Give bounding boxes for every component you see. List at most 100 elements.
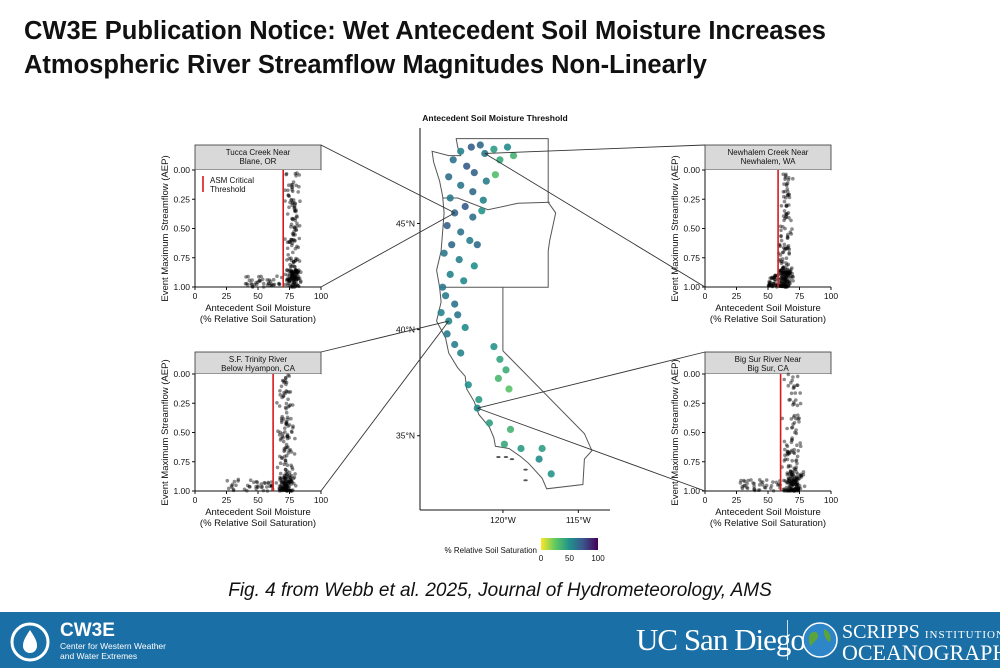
data-point xyxy=(796,488,800,493)
panel-x-tick-label: 75 xyxy=(795,495,805,505)
data-point xyxy=(764,483,769,488)
data-point xyxy=(286,451,291,455)
data-point xyxy=(787,478,791,483)
data-point xyxy=(286,188,290,193)
data-point xyxy=(779,279,784,284)
data-point xyxy=(749,478,753,482)
data-point xyxy=(286,434,290,439)
data-point xyxy=(296,276,300,281)
data-point xyxy=(782,271,786,275)
data-point xyxy=(285,268,290,272)
data-point xyxy=(289,482,293,486)
site-point xyxy=(445,173,453,181)
panel-y-tick-label: 0.50 xyxy=(683,224,700,234)
data-point xyxy=(785,268,790,272)
data-point xyxy=(290,270,294,274)
data-point xyxy=(781,272,786,277)
data-point xyxy=(247,278,252,283)
data-point xyxy=(770,283,775,288)
data-point xyxy=(790,458,794,463)
data-point xyxy=(790,487,795,491)
data-point xyxy=(789,218,793,223)
data-point xyxy=(287,240,292,244)
data-point xyxy=(788,281,792,286)
data-point xyxy=(787,451,791,456)
data-point xyxy=(284,477,289,481)
data-point xyxy=(284,172,289,176)
data-point xyxy=(287,279,292,284)
data-point xyxy=(779,234,783,238)
data-point xyxy=(277,484,282,488)
data-point xyxy=(795,383,800,388)
data-point xyxy=(284,471,289,475)
data-point xyxy=(795,383,799,388)
data-point xyxy=(778,283,782,288)
data-point xyxy=(787,271,791,276)
data-point xyxy=(790,436,794,440)
data-point xyxy=(788,279,792,283)
data-point xyxy=(294,270,299,274)
data-point xyxy=(289,222,294,227)
data-point xyxy=(256,484,260,488)
data-point xyxy=(294,275,298,279)
data-point xyxy=(287,256,292,261)
data-point xyxy=(802,484,807,489)
data-point xyxy=(283,405,288,410)
connector-line xyxy=(484,153,706,288)
data-point xyxy=(773,274,777,278)
data-point xyxy=(782,489,787,493)
data-point xyxy=(783,275,788,280)
data-point xyxy=(787,271,791,275)
data-point xyxy=(229,484,234,488)
data-point xyxy=(784,204,789,209)
data-point xyxy=(294,258,298,263)
data-point xyxy=(287,488,292,492)
data-point xyxy=(778,257,782,262)
data-point xyxy=(261,285,266,289)
data-point xyxy=(785,273,790,278)
data-point xyxy=(787,472,791,476)
data-point xyxy=(795,487,799,491)
data-point xyxy=(285,488,289,493)
data-point xyxy=(797,416,801,421)
data-point xyxy=(790,438,794,442)
data-point xyxy=(791,488,795,493)
panel-title-line: Below Hyampon, CA xyxy=(221,364,295,373)
data-point xyxy=(790,470,795,474)
data-point xyxy=(245,483,250,488)
panel-x-tick-label: 25 xyxy=(222,291,232,301)
data-point xyxy=(281,379,286,383)
data-point xyxy=(285,469,290,474)
data-point xyxy=(780,284,785,288)
data-point xyxy=(785,193,790,197)
data-point xyxy=(285,240,290,244)
data-point xyxy=(795,475,799,479)
data-point xyxy=(781,487,786,492)
data-point xyxy=(796,482,800,487)
scripps-institution: INSTITUTION OF xyxy=(924,629,1000,641)
data-point xyxy=(282,487,287,492)
data-point xyxy=(781,270,785,275)
data-point xyxy=(286,278,291,282)
panel-xlabel: Antecedent Soil Moisture xyxy=(715,303,821,314)
data-point xyxy=(793,467,797,472)
data-point xyxy=(784,285,789,289)
panel-title-line: Big Sur, CA xyxy=(747,364,789,373)
data-point xyxy=(283,426,287,431)
data-point xyxy=(767,283,772,287)
data-point xyxy=(784,272,788,277)
site-point xyxy=(473,241,481,249)
data-point xyxy=(284,488,288,493)
data-point xyxy=(790,227,794,231)
data-point xyxy=(790,274,795,279)
data-point xyxy=(752,484,756,489)
scripps-name: SCRIPPS xyxy=(842,621,920,643)
data-point xyxy=(282,447,287,451)
data-point xyxy=(260,277,265,282)
data-point xyxy=(289,265,293,269)
data-point xyxy=(738,481,743,485)
data-point xyxy=(259,482,264,486)
panel-title-line: S.F. Trinity River xyxy=(229,355,288,364)
footer-divider xyxy=(787,620,788,660)
data-point xyxy=(794,484,799,488)
